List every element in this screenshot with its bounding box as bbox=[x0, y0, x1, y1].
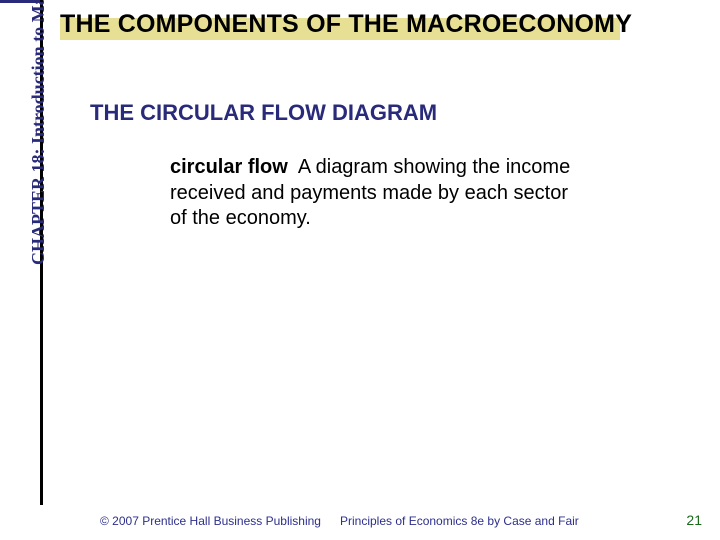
footer-copyright: © 2007 Prentice Hall Business Publishing bbox=[100, 514, 321, 528]
slide-title: THE COMPONENTS OF THE MACROECONOMY bbox=[60, 10, 632, 39]
page-number: 21 bbox=[686, 512, 702, 528]
chapter-label: CHAPTER 18: Introduction to Macroeconomi… bbox=[28, 0, 49, 265]
definition-term: circular flow bbox=[170, 156, 288, 178]
section-heading: THE CIRCULAR FLOW DIAGRAM bbox=[90, 100, 437, 126]
slide-title-region: THE COMPONENTS OF THE MACROECONOMY bbox=[60, 10, 700, 46]
footer-source: Principles of Economics 8e by Case and F… bbox=[340, 514, 579, 528]
definition-paragraph: circular flow A diagram showing the inco… bbox=[170, 155, 590, 232]
